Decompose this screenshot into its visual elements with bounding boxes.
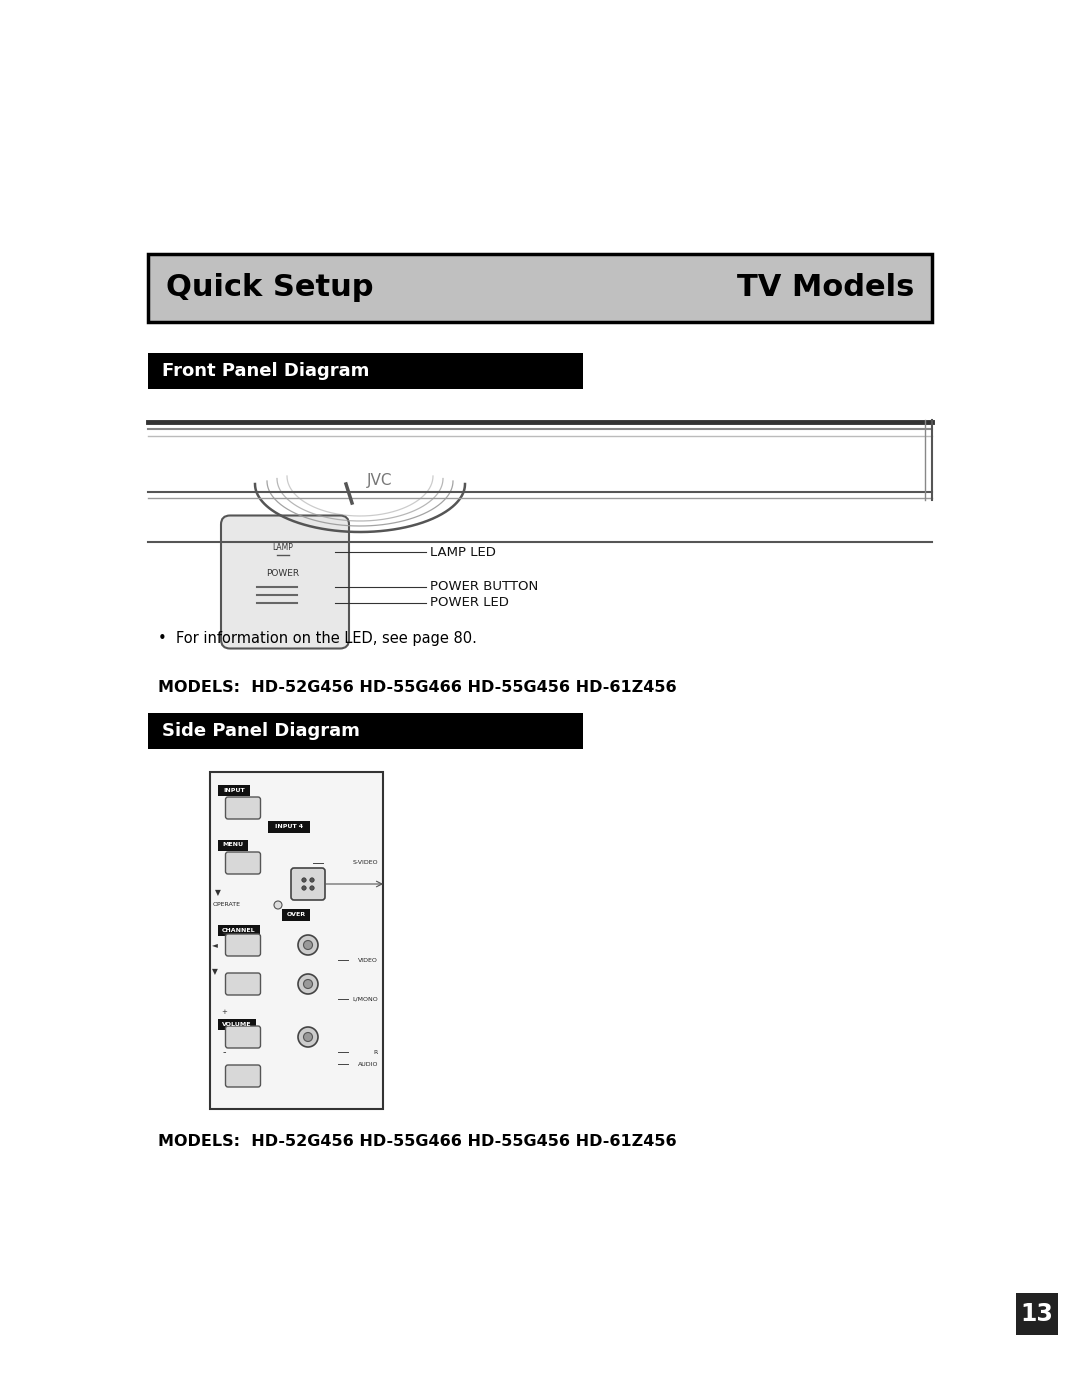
Text: AUDIO: AUDIO bbox=[357, 1062, 378, 1066]
Text: INPUT 4: INPUT 4 bbox=[275, 824, 303, 830]
Circle shape bbox=[298, 935, 318, 956]
Text: +: + bbox=[221, 1009, 227, 1016]
Text: Side Panel Diagram: Side Panel Diagram bbox=[162, 722, 360, 740]
Text: ▼: ▼ bbox=[212, 968, 218, 977]
FancyBboxPatch shape bbox=[226, 798, 260, 819]
FancyBboxPatch shape bbox=[221, 515, 349, 648]
FancyBboxPatch shape bbox=[148, 353, 583, 388]
Text: VIDEO: VIDEO bbox=[359, 957, 378, 963]
Circle shape bbox=[303, 940, 312, 950]
FancyBboxPatch shape bbox=[282, 909, 310, 921]
Circle shape bbox=[298, 974, 318, 995]
Text: POWER: POWER bbox=[267, 570, 299, 578]
FancyBboxPatch shape bbox=[226, 1025, 260, 1048]
Text: OVER: OVER bbox=[286, 912, 306, 918]
Text: Front Panel Diagram: Front Panel Diagram bbox=[162, 362, 369, 380]
Text: INPUT: INPUT bbox=[224, 788, 245, 792]
FancyBboxPatch shape bbox=[226, 972, 260, 995]
FancyBboxPatch shape bbox=[218, 925, 260, 936]
Text: POWER BUTTON: POWER BUTTON bbox=[430, 581, 538, 594]
Text: R: R bbox=[374, 1049, 378, 1055]
FancyBboxPatch shape bbox=[218, 840, 248, 851]
FancyBboxPatch shape bbox=[226, 935, 260, 956]
Text: ▼: ▼ bbox=[215, 888, 221, 897]
FancyBboxPatch shape bbox=[226, 1065, 260, 1087]
FancyBboxPatch shape bbox=[210, 773, 383, 1109]
Text: MODELS:  HD-52G456 HD-55G466 HD-55G456 HD-61Z456: MODELS: HD-52G456 HD-55G466 HD-55G456 HD… bbox=[158, 679, 677, 694]
Text: -: - bbox=[222, 1046, 226, 1058]
FancyBboxPatch shape bbox=[268, 821, 310, 833]
FancyBboxPatch shape bbox=[218, 785, 249, 795]
Text: OPERATE: OPERATE bbox=[213, 902, 241, 908]
Circle shape bbox=[301, 886, 307, 890]
FancyBboxPatch shape bbox=[218, 1018, 256, 1030]
Text: MODELS:  HD-52G456 HD-55G466 HD-55G456 HD-61Z456: MODELS: HD-52G456 HD-55G466 HD-55G456 HD… bbox=[158, 1134, 677, 1150]
Text: S-VIDEO: S-VIDEO bbox=[352, 861, 378, 866]
Text: LAMP LED: LAMP LED bbox=[430, 545, 496, 559]
Text: +: + bbox=[221, 930, 227, 937]
Text: CHANNEL: CHANNEL bbox=[222, 928, 256, 933]
Text: TV Models: TV Models bbox=[737, 274, 914, 303]
Text: •  For information on the LED, see page 80.: • For information on the LED, see page 8… bbox=[158, 631, 477, 647]
FancyBboxPatch shape bbox=[226, 852, 260, 875]
Text: JVC: JVC bbox=[367, 472, 393, 488]
Circle shape bbox=[310, 886, 314, 890]
Text: POWER LED: POWER LED bbox=[430, 597, 509, 609]
Circle shape bbox=[303, 979, 312, 989]
Circle shape bbox=[274, 901, 282, 909]
Circle shape bbox=[301, 877, 307, 882]
Circle shape bbox=[310, 877, 314, 882]
Text: VOLUME: VOLUME bbox=[222, 1021, 252, 1027]
Text: MENU: MENU bbox=[222, 842, 244, 848]
Text: ◄: ◄ bbox=[212, 940, 218, 950]
Text: L/MONO: L/MONO bbox=[352, 996, 378, 1002]
FancyBboxPatch shape bbox=[148, 254, 932, 321]
FancyBboxPatch shape bbox=[148, 712, 583, 749]
Bar bbox=[1016, 1294, 1058, 1336]
Text: Quick Setup: Quick Setup bbox=[166, 274, 374, 303]
FancyBboxPatch shape bbox=[291, 868, 325, 900]
Circle shape bbox=[303, 1032, 312, 1042]
Text: LAMP: LAMP bbox=[272, 543, 294, 552]
Circle shape bbox=[298, 1027, 318, 1046]
Text: 13: 13 bbox=[1021, 1302, 1053, 1326]
